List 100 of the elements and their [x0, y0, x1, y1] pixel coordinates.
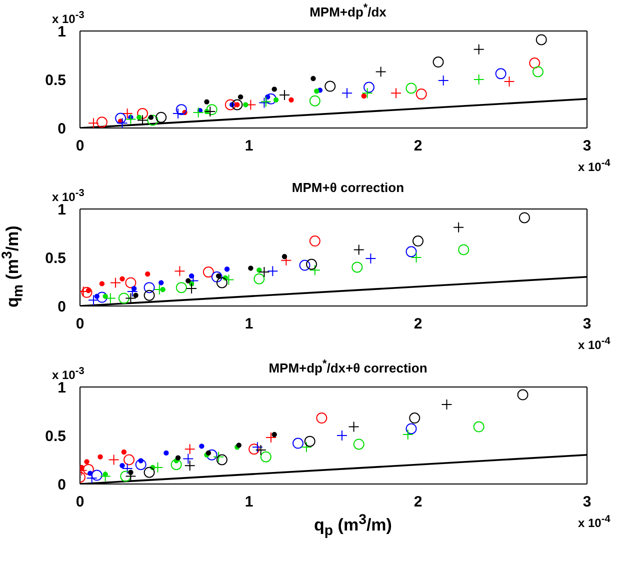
point	[406, 82, 417, 94]
point	[224, 99, 236, 110]
x-tick-label: 0	[76, 316, 84, 333]
point	[272, 86, 277, 92]
point	[232, 99, 243, 110]
x-tick-label: 3	[582, 316, 592, 333]
point	[309, 236, 320, 247]
point	[306, 258, 318, 270]
point	[254, 273, 265, 284]
point	[96, 116, 108, 128]
point	[156, 112, 167, 123]
point	[115, 112, 126, 124]
text: x 10$^{-3}$	[52, 366, 84, 382]
chart-title: MPM+dp$^{*}$/dx	[310, 2, 386, 20]
point	[495, 68, 506, 80]
point	[164, 450, 169, 456]
point	[309, 95, 320, 106]
point	[99, 281, 105, 286]
point	[88, 294, 100, 306]
y-tick-label: 1	[58, 379, 66, 396]
y-tick-label: 0.5	[45, 428, 66, 445]
point	[202, 266, 214, 278]
point	[204, 99, 210, 104]
y-tick-label: 0.5	[45, 72, 66, 89]
point	[288, 97, 294, 102]
point	[353, 244, 364, 256]
point	[176, 104, 187, 116]
x-tick-label: 1	[244, 138, 254, 155]
point	[136, 114, 142, 120]
x-tick-label: 2	[414, 316, 422, 333]
point	[120, 462, 125, 468]
point	[124, 454, 135, 466]
point	[248, 266, 254, 271]
x-tick-label: 2	[414, 138, 422, 155]
point	[125, 114, 136, 125]
text: x 10$^{-4}$	[578, 158, 610, 174]
point	[145, 271, 150, 277]
point	[362, 88, 373, 99]
x-tick-label: 1	[244, 316, 254, 333]
point	[110, 277, 121, 288]
point	[184, 460, 196, 472]
point	[532, 66, 544, 78]
point	[88, 118, 100, 128]
point	[206, 449, 218, 460]
point	[314, 88, 320, 94]
point	[133, 292, 138, 298]
point	[138, 458, 144, 464]
point	[353, 438, 364, 450]
point	[310, 76, 316, 82]
point	[120, 276, 125, 282]
point	[300, 442, 312, 453]
y-tick-label: 1	[58, 23, 66, 40]
point	[282, 254, 288, 260]
text: x 10$^{-3}$	[52, 10, 84, 26]
point	[529, 58, 540, 69]
point	[248, 444, 260, 455]
point	[81, 286, 92, 298]
point	[216, 454, 228, 466]
point	[96, 292, 108, 303]
point	[536, 34, 547, 46]
point	[390, 88, 402, 99]
point	[309, 264, 320, 276]
point	[473, 421, 484, 432]
point	[352, 262, 363, 273]
point	[84, 459, 90, 464]
y-tick-label: 1	[58, 201, 66, 218]
point	[453, 222, 464, 233]
point	[137, 108, 148, 119]
point	[118, 292, 130, 304]
y-tick-label: 0.5	[45, 250, 66, 267]
point	[176, 282, 187, 294]
x-tick-label: 1	[244, 494, 254, 511]
point	[238, 94, 244, 100]
x-tick-label: 3	[582, 138, 592, 155]
text: x 10$^{-4}$	[578, 336, 610, 352]
point	[375, 66, 386, 78]
point	[409, 412, 420, 424]
x-axis-title: q$_{p}$ (m$^{3}$/m)	[314, 512, 392, 540]
point	[216, 277, 228, 288]
point	[144, 282, 155, 294]
point	[267, 266, 278, 277]
point	[304, 436, 316, 447]
point	[144, 466, 155, 478]
y-tick-label: 0	[58, 476, 66, 494]
point	[174, 266, 186, 277]
point	[186, 278, 191, 284]
point	[348, 421, 360, 432]
point	[361, 93, 367, 99]
point	[432, 56, 444, 68]
point	[170, 459, 182, 470]
chart-title: MPM+θ correction	[292, 180, 404, 195]
point	[94, 294, 100, 299]
point	[125, 292, 136, 304]
x-tick-label: 3	[582, 494, 592, 511]
point	[91, 470, 102, 481]
point	[406, 246, 417, 258]
point	[260, 451, 272, 462]
point	[175, 455, 181, 460]
point	[80, 464, 84, 470]
point	[125, 277, 136, 288]
